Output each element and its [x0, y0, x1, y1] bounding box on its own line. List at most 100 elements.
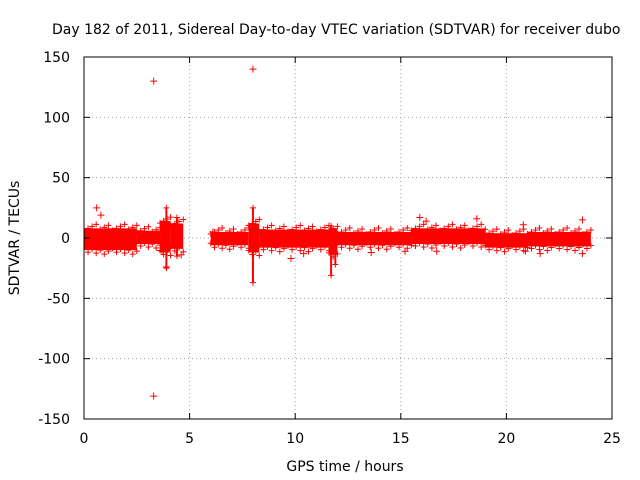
data-point: [97, 247, 104, 254]
data-point: [338, 244, 345, 251]
data-point: [556, 245, 563, 252]
data-point: [133, 229, 140, 236]
data-point: [363, 240, 370, 247]
y-tick-label: -150: [38, 412, 70, 428]
data-point: [180, 216, 187, 223]
data-point: [245, 222, 252, 229]
data-point: [209, 228, 217, 236]
data-point: [219, 224, 226, 231]
data-point: [305, 225, 312, 232]
data-point: [313, 228, 320, 235]
data-series: [84, 65, 594, 400]
data-point: [548, 244, 555, 251]
data-point: [501, 229, 508, 236]
data-point: [93, 221, 100, 228]
data-point: [576, 244, 582, 251]
data-point: [141, 225, 148, 232]
data-point: [564, 224, 571, 231]
data-point: [238, 228, 245, 235]
data-point: [276, 248, 283, 255]
data-point: [536, 250, 544, 258]
data-point: [241, 226, 248, 233]
data-point: [587, 242, 594, 249]
data-point: [375, 245, 382, 252]
data-point: [85, 249, 92, 256]
data-point: [441, 225, 448, 232]
data-point: [145, 244, 152, 251]
data-point: [524, 230, 531, 237]
data-point: [272, 244, 279, 251]
data-point: [482, 242, 489, 249]
data-point: [509, 232, 516, 239]
data-point: [153, 245, 160, 252]
data-point: [457, 245, 464, 252]
data-point: [544, 247, 551, 254]
data-point: [416, 213, 424, 221]
data-point: [536, 224, 543, 231]
data-point: [346, 224, 353, 231]
data-point: [260, 226, 267, 233]
data-point: [528, 245, 535, 252]
data-point: [230, 225, 237, 232]
data-point: [133, 222, 140, 229]
data-point: [379, 229, 386, 236]
data-point: [564, 246, 571, 253]
data-point: [105, 248, 112, 255]
data-point: [437, 227, 444, 234]
data-point: [516, 228, 523, 235]
data-point: [359, 243, 366, 250]
data-point: [207, 240, 214, 247]
data-point: [162, 263, 170, 271]
x-tick-label: 10: [286, 431, 304, 447]
data-point: [121, 250, 128, 257]
data-point: [396, 244, 403, 251]
data-point: [576, 225, 582, 232]
data-point: [354, 227, 361, 234]
data-point: [453, 241, 460, 248]
data-point: [342, 241, 349, 248]
data-point: [93, 204, 101, 212]
data-point: [342, 226, 349, 233]
data-point: [482, 232, 489, 239]
data-band: [337, 231, 412, 246]
data-point: [416, 223, 423, 230]
data-point: [445, 240, 452, 247]
data-point: [486, 246, 493, 253]
data-point: [230, 243, 237, 250]
data-point: [97, 211, 105, 219]
data-point: [509, 242, 516, 249]
data-point: [332, 261, 339, 268]
data-point: [578, 216, 586, 224]
data-point: [133, 239, 140, 246]
data-point: [350, 242, 357, 249]
data-point: [121, 221, 128, 228]
data-point: [465, 239, 472, 246]
data-point: [536, 246, 543, 253]
x-tick-labels: 0 5 10 15 20 25: [80, 431, 621, 447]
data-point: [297, 222, 304, 229]
data-point: [167, 214, 174, 221]
data-point: [478, 244, 485, 251]
data-band: [259, 229, 329, 248]
data-point: [117, 223, 124, 230]
data-point: [363, 230, 370, 237]
data-point: [416, 240, 423, 247]
data-point: [105, 222, 112, 229]
data-point: [321, 243, 328, 250]
data-point: [465, 227, 472, 234]
y-tick-label: -100: [38, 352, 70, 368]
data-point: [560, 226, 567, 233]
data-point: [428, 245, 435, 252]
data-point: [256, 228, 263, 235]
y-tick-label: 0: [61, 231, 70, 247]
data-band: [411, 228, 486, 245]
data-point: [241, 241, 248, 248]
data-point: [249, 65, 257, 73]
data-point: [150, 77, 158, 85]
data-point: [461, 242, 468, 249]
data-point: [379, 242, 386, 249]
data-point: [383, 246, 390, 253]
data-point: [583, 245, 590, 252]
data-point: [474, 223, 481, 230]
